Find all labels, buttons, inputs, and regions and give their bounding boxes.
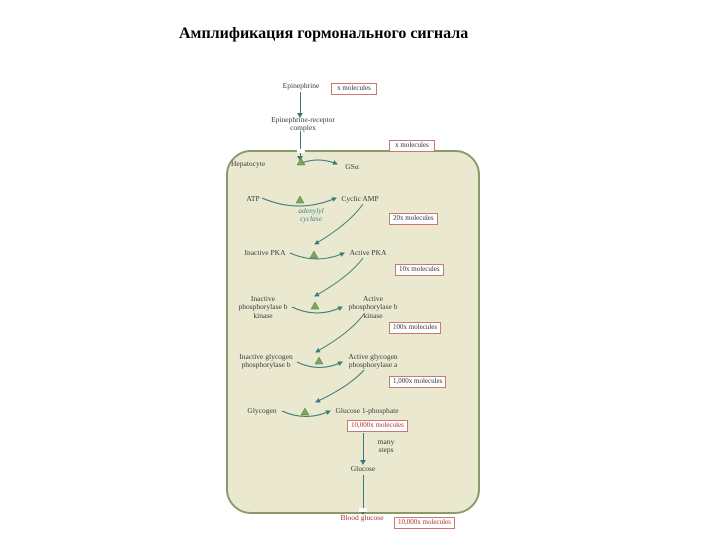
count-8: 10,000x molecules [394,517,455,529]
count-6: 1,000x molecules [389,376,446,388]
count-2: x molecules [389,140,435,152]
lbl-epinephrine: Epinephrine [277,82,325,90]
cell-membrane [226,150,480,514]
lbl-act-gpa: Active glycogenphosphorylase a [339,353,407,370]
lbl-complex: Epinephrine-receptorcomplex [271,116,335,133]
lbl-active-pka: Active PKA [343,249,393,257]
count-4: 10x molecules [395,264,444,276]
lbl-inact-pbk: Inactivephosphorylase bkinase [231,295,295,320]
lbl-gsa: GSα [339,163,365,171]
arrow-v5 [363,433,364,461]
lbl-glucose: Glucose [343,465,383,473]
count-5: 100x molecules [389,322,441,334]
page-title: Амплификация гормонального сигнала [179,25,468,43]
lbl-hepatocyte: Hepatocyte [231,160,281,168]
lbl-inactive-pka: Inactive PKA [238,249,292,257]
lbl-adenylyl: adenylylcyclase [290,207,332,224]
arrow-v2 [300,131,301,157]
lbl-camp: Cyclic AMP [335,195,385,203]
count-1: x molecules [331,83,377,95]
lbl-glycogen: Glycogen [240,407,284,415]
count-7: 10,000x molecules [347,420,408,432]
lbl-inact-gpb: Inactive glycogenphosphorylase b [232,353,300,370]
arrow-v6 [363,475,364,511]
lbl-atp: ATP [239,195,267,203]
arrow-v1 [300,92,301,114]
lbl-blood: Blood glucose [335,514,389,522]
count-3: 20x molecules [389,213,438,225]
lbl-many: manysteps [370,438,402,455]
lbl-g1p: Glucose 1-phosphate [327,407,407,415]
lbl-act-pbk: Activephosphorylase bkinase [341,295,405,320]
